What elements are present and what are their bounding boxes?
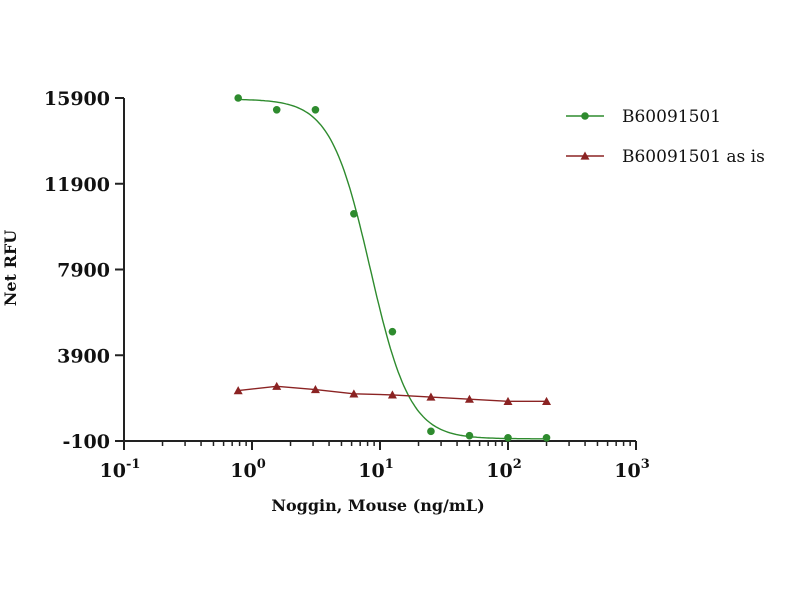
data-point-circle (311, 105, 320, 114)
legend-label: B60091501 (622, 107, 721, 127)
x-tick-label: 102 (486, 457, 522, 482)
y-tick-label: 7900 (57, 260, 110, 282)
data-point-triangle (503, 396, 513, 405)
x-tick-exponent: 2 (513, 457, 522, 472)
x-tick-base: 10 (100, 460, 126, 482)
series-line (238, 98, 547, 440)
data-point-triangle (310, 385, 320, 394)
x-tick-label: 10-1 (100, 457, 141, 482)
data-point-circle (388, 327, 397, 336)
y-axis-title: Net RFU (1, 230, 20, 306)
y-tick-label: 15900 (44, 88, 110, 110)
data-point-triangle (464, 394, 474, 403)
x-tick-label: 100 (230, 457, 266, 482)
data-point-triangle (426, 392, 436, 401)
data-point-triangle (349, 389, 359, 398)
series-1 (234, 94, 551, 442)
x-tick-exponent: 3 (641, 457, 650, 472)
legend-marker (580, 151, 590, 160)
data-point-circle (542, 433, 551, 442)
y-tick-label: 3900 (57, 345, 110, 367)
data-point-circle (504, 433, 512, 442)
legend-item: B60091501 (566, 107, 721, 127)
x-tick-base: 10 (358, 460, 384, 482)
data-point-triangle (542, 396, 552, 405)
legend-label: B60091501 as is (622, 147, 765, 167)
x-tick-base: 10 (230, 460, 256, 482)
x-tick-label: 101 (358, 457, 394, 482)
x-tick-label: 103 (614, 457, 650, 482)
data-point-circle (465, 431, 474, 440)
y-axis: -100 3900 7900 11900 15900 (44, 88, 125, 453)
plot-area (233, 94, 552, 442)
data-point-triangle (272, 381, 282, 390)
legend-marker (581, 112, 589, 120)
data-point-circle (427, 427, 435, 436)
data-point-circle (234, 94, 242, 102)
data-point-circle (350, 209, 358, 218)
legend: B60091501 B60091501 as is (566, 107, 765, 167)
x-tick-exponent: -1 (126, 457, 140, 472)
legend-item: B60091501 as is (566, 147, 765, 167)
x-tick-base: 10 (486, 460, 512, 482)
x-tick-base: 10 (614, 460, 640, 482)
x-axis-title: Noggin, Mouse (ng/mL) (271, 496, 484, 515)
data-point-circle (272, 105, 281, 114)
x-axis: 10-1 100 101 102 103 (100, 440, 650, 482)
series-2 (233, 381, 552, 405)
x-tick-exponent: 1 (385, 457, 394, 472)
x-tick-exponent: 0 (257, 457, 266, 472)
data-point-triangle (233, 386, 243, 395)
y-tick-label: -100 (62, 431, 110, 453)
y-tick-label: 11900 (44, 174, 110, 196)
data-point-triangle (387, 390, 397, 399)
